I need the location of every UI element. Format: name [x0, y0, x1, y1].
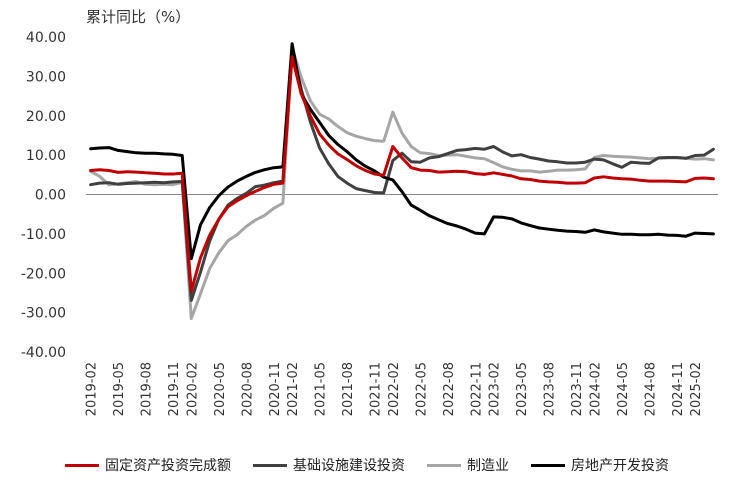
x-tick-label: 2019-11: [167, 362, 182, 416]
x-tick-label: 2022-02: [387, 362, 402, 416]
x-tick-label: 2020-11: [268, 362, 283, 416]
x-tick-label: 2024-11: [671, 362, 686, 416]
y-tick-label: -30.00: [21, 306, 66, 322]
x-tick-label: 2020-05: [213, 362, 228, 416]
x-tick-label: 2024-08: [643, 362, 658, 416]
x-tick-label: 2022-08: [442, 362, 457, 416]
legend-item: 房地产开发投资: [531, 455, 669, 475]
x-tick-label: 2021-02: [286, 362, 301, 416]
x-tick-label: 2025-02: [689, 362, 704, 416]
y-tick-label: 40.00: [26, 30, 66, 46]
x-tick-label: 2022-05: [414, 362, 429, 416]
legend-swatch: [427, 463, 461, 467]
y-tick-label: 20.00: [26, 109, 66, 125]
x-tick-label: 2021-05: [314, 362, 329, 416]
legend: 固定资产投资完成额 基础设施建设投资 制造业 房地产开发投资: [0, 452, 734, 478]
series-line-0: [89, 55, 715, 293]
legend-label: 制造业: [467, 458, 509, 474]
x-axis: 2019-02 2019-05 2019-08 2019-11 2020-02 2020-…: [85, 194, 718, 416]
y-tick-label: 0.00: [35, 188, 66, 204]
y-tick-label: 30.00: [26, 69, 66, 85]
x-tick-label: 2022-11: [469, 362, 484, 416]
x-tick-label: 2020-08: [240, 362, 255, 416]
x-tick-label: 2019-08: [140, 362, 155, 416]
y-axis-ticks: 40.00 30.00 20.00 10.00 0.00 -10.00 -20.00 -30.…: [21, 30, 66, 361]
legend-swatch: [253, 463, 287, 467]
legend-swatch: [65, 463, 99, 467]
x-tick-label: 2024-02: [588, 362, 603, 416]
x-tick-label: 2021-08: [341, 362, 356, 416]
x-tick-label: 2019-02: [85, 362, 100, 416]
series-line-3: [89, 42, 715, 261]
legend-swatch: [531, 463, 565, 467]
legend-label: 房地产开发投资: [571, 458, 669, 474]
series-line-1: [89, 48, 715, 302]
legend-item: 制造业: [427, 455, 509, 475]
x-tick-label: 2023-05: [515, 362, 530, 416]
x-tick-label: 2023-08: [543, 362, 558, 416]
y-tick-label: -40.00: [21, 345, 66, 361]
legend-item: 基础设施建设投资: [253, 455, 405, 475]
y-tick-label: 10.00: [26, 148, 66, 164]
legend-label: 固定资产投资完成额: [105, 458, 231, 474]
series-line-2: [89, 46, 715, 320]
x-tick-label: 2023-11: [570, 362, 585, 416]
series-lines: [89, 42, 715, 320]
x-tick-label: 2024-05: [616, 362, 631, 416]
y-tick-label: -10.00: [21, 227, 66, 243]
y-tick-label: -20.00: [21, 266, 66, 282]
x-tick-label: 2019-05: [112, 362, 127, 416]
x-tick-label: 2021-11: [369, 362, 384, 416]
x-tick-label: 2020-02: [185, 362, 200, 416]
legend-label: 基础设施建设投资: [293, 458, 405, 474]
legend-item: 固定资产投资完成额: [65, 455, 231, 475]
x-tick-label: 2023-02: [488, 362, 503, 416]
y-axis-title: 累计同比（%）: [86, 8, 191, 26]
